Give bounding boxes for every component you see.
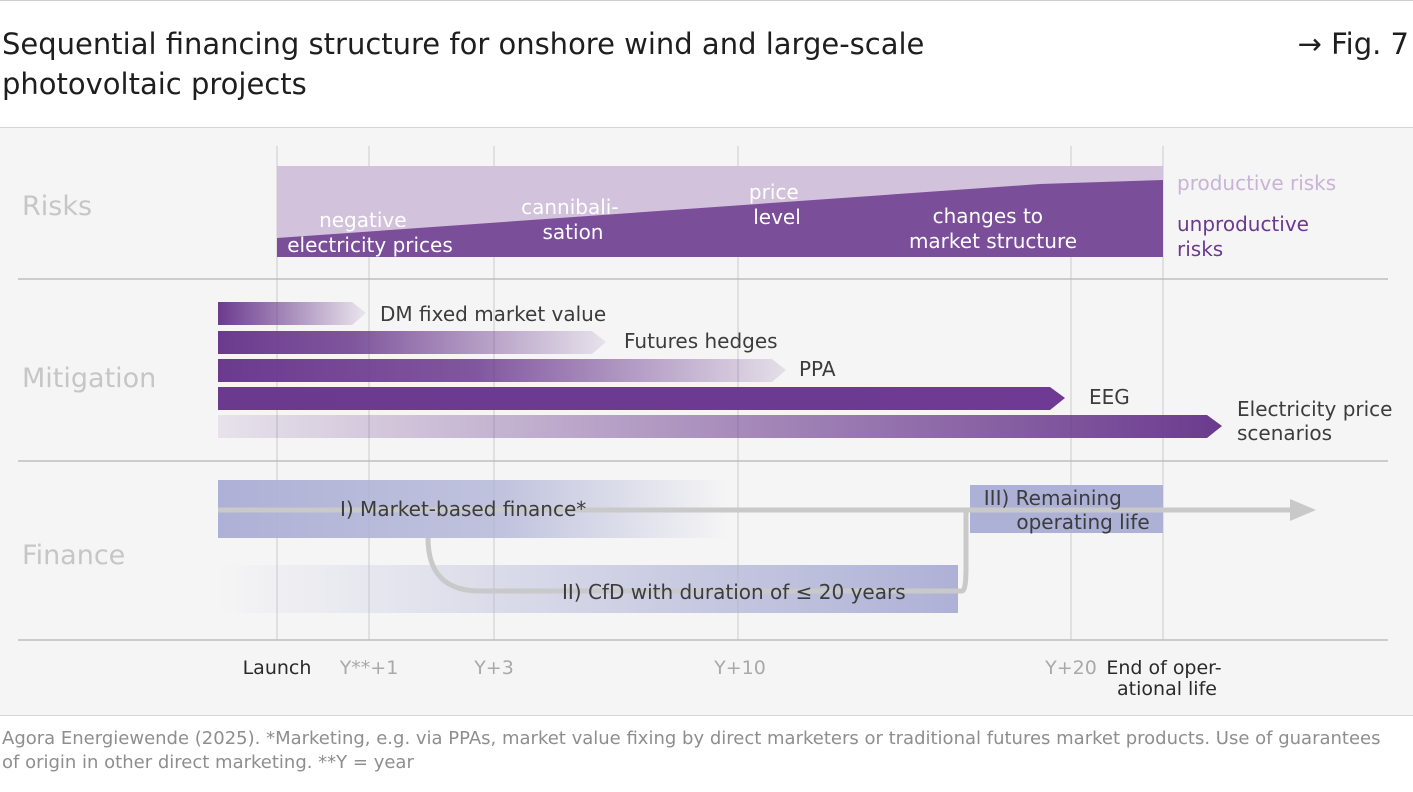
tick-y20: Y+20	[1044, 657, 1097, 679]
label-dm-fixed-market-value: DM fixed market value	[380, 302, 606, 326]
arrow-electricity-price-scenarios	[218, 415, 1222, 438]
arrow-futures-hedges	[218, 331, 606, 354]
figure-title: Sequential financing structure for onsho…	[2, 27, 925, 101]
unproductive-risks-area	[277, 180, 1163, 257]
label-ppa: PPA	[799, 357, 836, 381]
tick-end-of-life: End of oper- ational life	[1106, 657, 1227, 700]
source-footnote: Agora Energiewende (2025). *Marketing, e…	[2, 728, 1381, 773]
arrow-ppa	[218, 359, 786, 382]
timeline-labels: Launch Y**+1 Y+3 Y+10 Y+20 End of oper- …	[243, 657, 1227, 700]
label-electricity-price-scenarios: Electricity price scenarios	[1237, 397, 1399, 445]
phase2-label: II) CfD with duration of ≤ 20 years	[562, 580, 906, 604]
tick-launch: Launch	[243, 657, 312, 679]
risk-label-market-structure: changes to market structure	[909, 204, 1077, 253]
arrow-dm-fixed-market-value	[218, 302, 366, 325]
row-label-finance: Finance	[22, 540, 125, 571]
label-eeg: EEG	[1089, 385, 1130, 409]
arrow-eeg	[218, 387, 1065, 410]
risk-label-price-level: price level	[749, 180, 805, 229]
figure-reference: → Fig. 7	[1297, 27, 1409, 61]
phase1-label: I) Market-based finance*	[340, 497, 586, 521]
tick-y1: Y**+1	[339, 657, 399, 679]
finance-flow-arrowhead	[1290, 499, 1316, 521]
financing-diagram: Risks Mitigation Finance negative electr…	[18, 146, 1399, 700]
legend-productive-risks: productive risks	[1177, 171, 1336, 195]
top-rule	[0, 0, 1413, 1]
row-label-mitigation: Mitigation	[22, 363, 156, 394]
phase3-label: III) Remaining operating life	[984, 486, 1150, 534]
tick-y3: Y+3	[473, 657, 514, 679]
mitigation-arrows: DM fixed market value Futures hedges PPA…	[218, 302, 1399, 445]
label-futures-hedges: Futures hedges	[624, 329, 778, 353]
finance-flow-path	[218, 507, 1296, 594]
legend-unproductive-risks: unproductive risks	[1177, 212, 1315, 261]
row-label-risks: Risks	[22, 191, 92, 222]
risk-label-negative-prices: negative electricity prices	[287, 208, 453, 257]
finance-phases: I) Market-based finance* II) CfD with du…	[218, 480, 1316, 613]
risk-label-cannibalisation: cannibali- sation	[521, 195, 625, 244]
tick-y10: Y+10	[713, 657, 766, 679]
risks-band: negative electricity prices cannibali- s…	[277, 166, 1336, 261]
diagram-panel: Risks Mitigation Finance negative electr…	[0, 127, 1413, 716]
